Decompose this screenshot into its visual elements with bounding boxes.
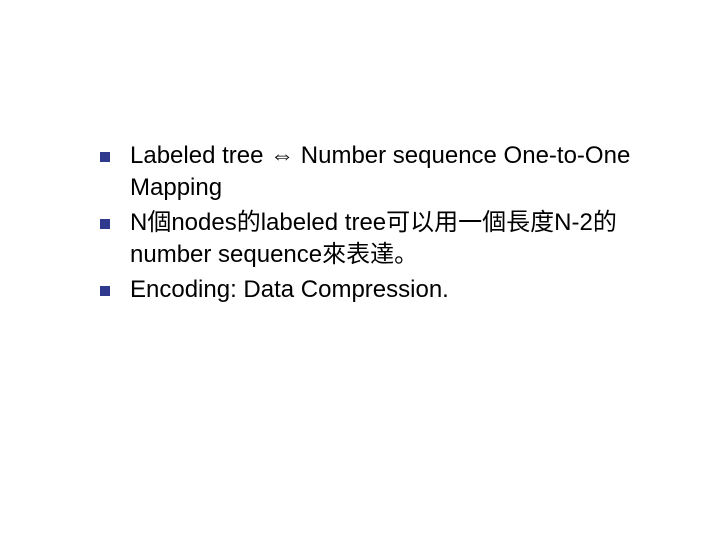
slide: Labeled tree ⇔ Number sequence One-to-On… [0,0,720,540]
list-item: Encoding: Data Compression. [100,274,660,306]
list-item: N個nodes的labeled tree可以用一個長度N-2的number se… [100,207,660,272]
list-item-text: Encoding: Data Compression. [130,274,449,306]
square-bullet-icon [100,286,110,296]
bullet-list: Labeled tree ⇔ Number sequence One-to-On… [100,140,660,308]
square-bullet-icon [100,152,110,162]
list-item: Labeled tree ⇔ Number sequence One-to-On… [100,140,660,205]
list-item-text: N個nodes的labeled tree可以用一個長度N-2的number se… [130,207,660,272]
list-item-text: Labeled tree ⇔ Number sequence One-to-On… [130,140,660,205]
square-bullet-icon [100,219,110,229]
